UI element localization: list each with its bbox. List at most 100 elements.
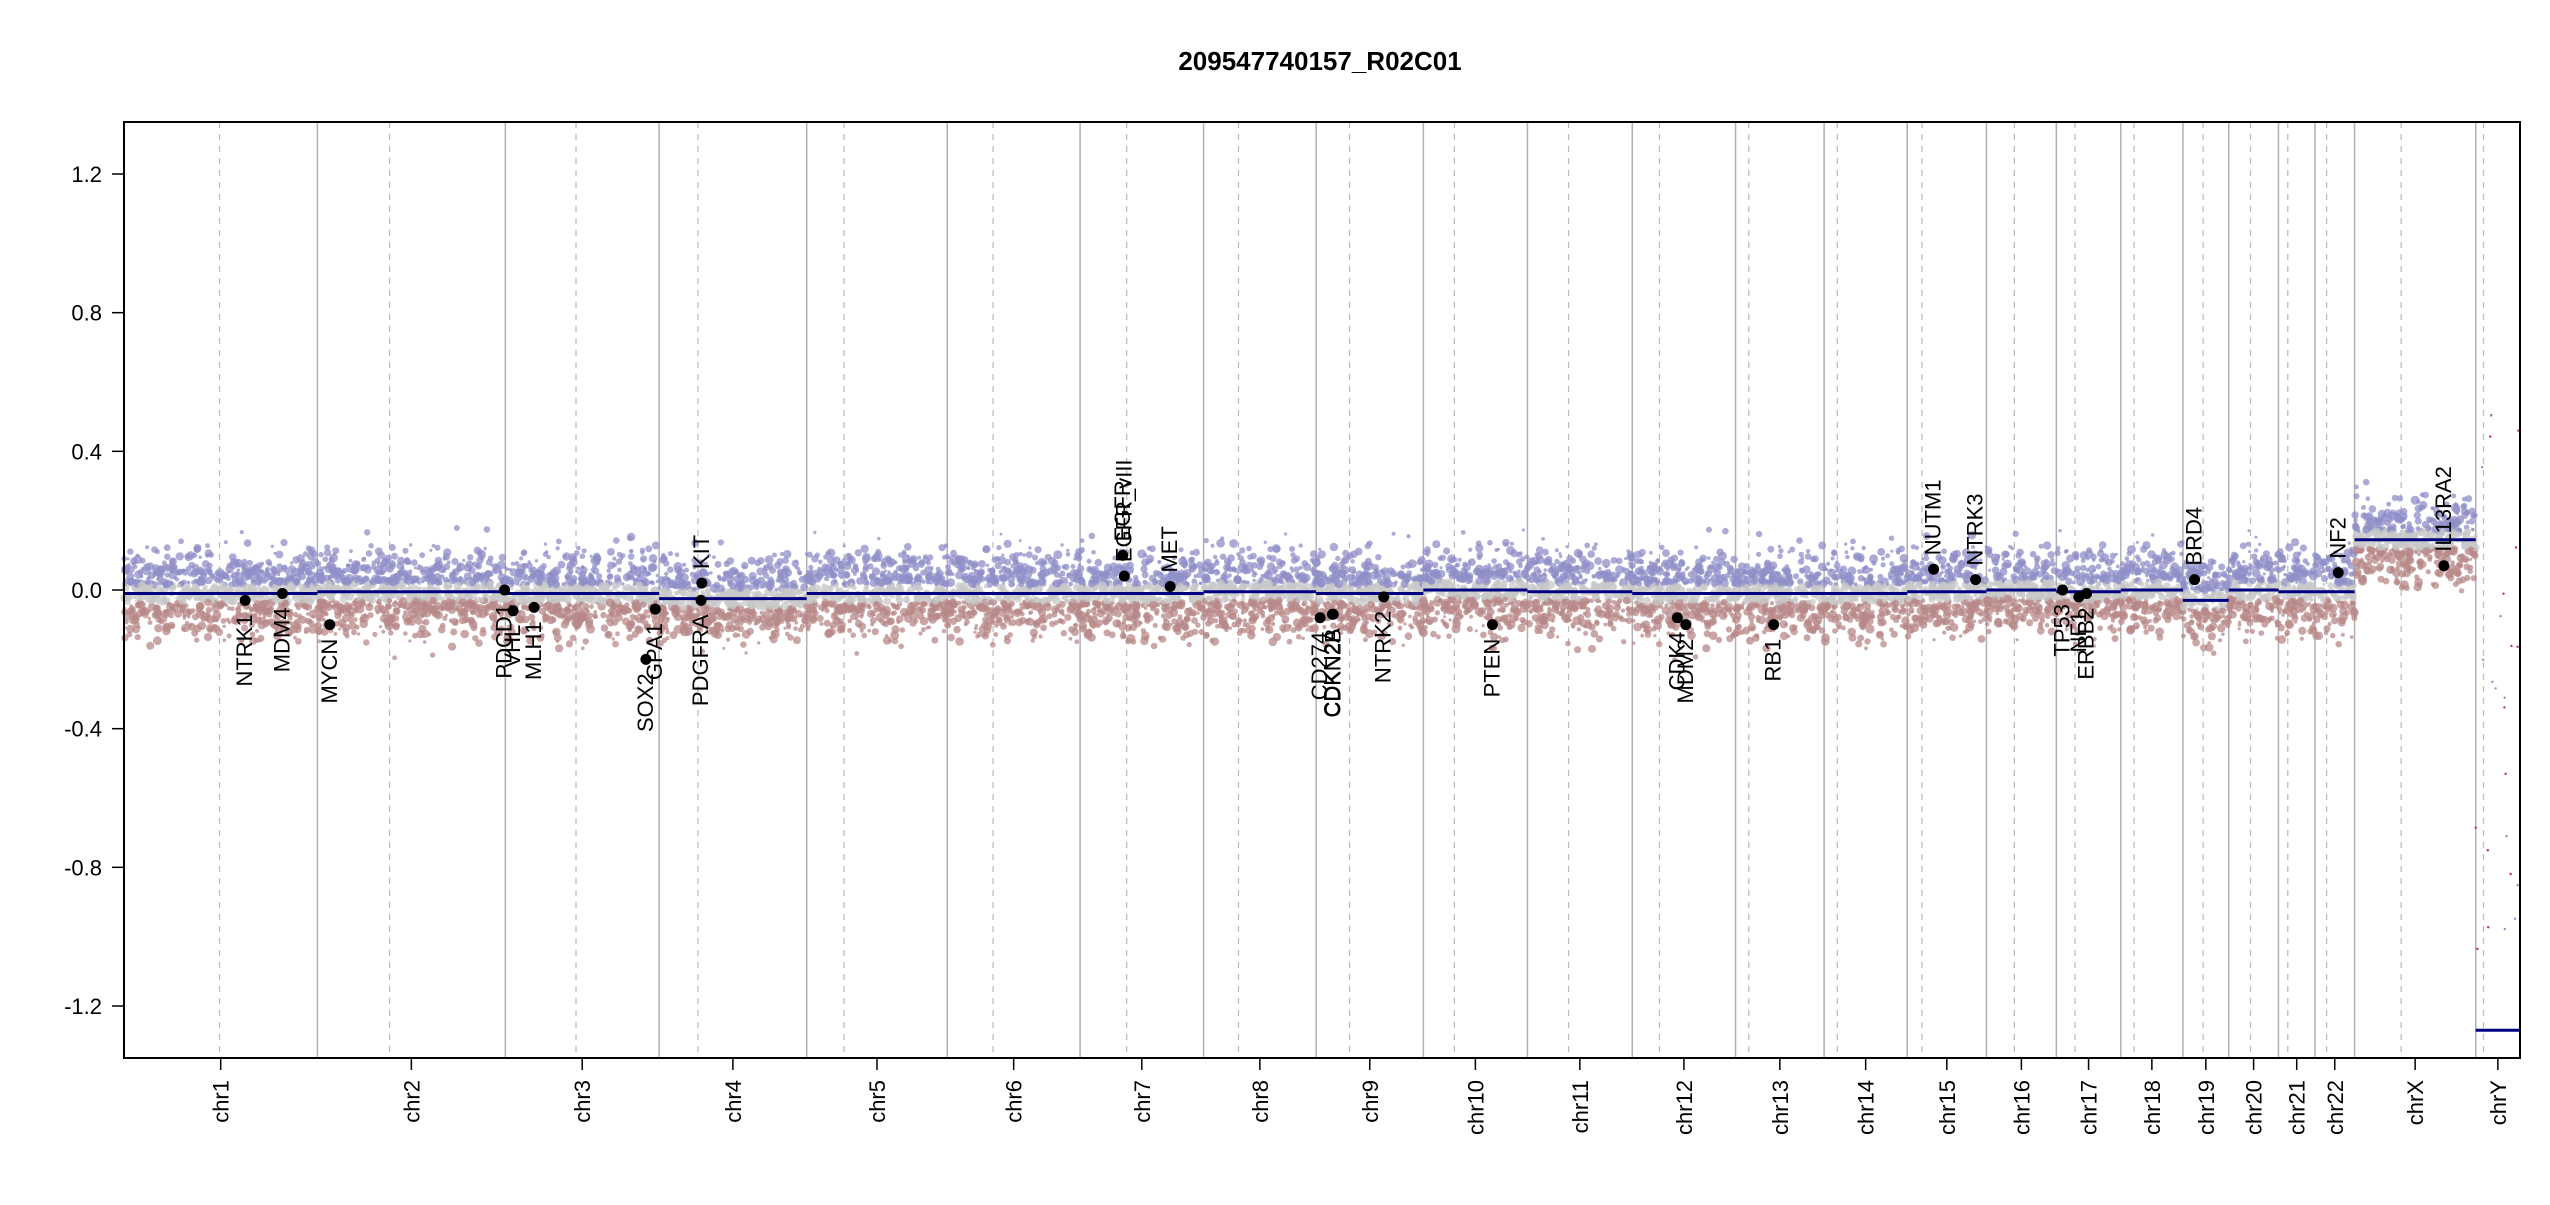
- probe-point: [197, 568, 204, 575]
- probe-point: [767, 602, 775, 610]
- probe-point: [1304, 579, 1307, 582]
- probe-point: [1025, 597, 1031, 603]
- probe-point: [1066, 605, 1074, 613]
- probe-point: [239, 580, 243, 584]
- probe-point: [964, 622, 968, 626]
- probe-point: [765, 555, 774, 564]
- probe-point: [1133, 575, 1138, 580]
- probe-point: [747, 628, 754, 635]
- probe-point: [1216, 539, 1225, 548]
- probe-point: [727, 580, 732, 585]
- probe-point: [668, 579, 677, 588]
- probe-point: [186, 551, 195, 560]
- probe-point: [1209, 638, 1214, 643]
- probe-point: [522, 563, 527, 568]
- probe-point: [1059, 619, 1063, 623]
- probe-point: [809, 569, 813, 573]
- probe-point: [515, 581, 519, 585]
- probe-point: [798, 627, 803, 632]
- probe-point: [170, 582, 174, 586]
- probe-point: [398, 569, 406, 577]
- probe-point: [668, 551, 673, 556]
- probe-point: [860, 571, 866, 577]
- probe-point: [1220, 596, 1227, 603]
- probe-point: [146, 642, 154, 650]
- probe-point: [1080, 538, 1085, 543]
- probe-point: [906, 596, 909, 599]
- probe-point: [849, 600, 852, 603]
- probe-point: [1267, 604, 1273, 610]
- probe-point: [626, 623, 633, 630]
- probe-point: [1207, 617, 1215, 625]
- probe-point: [598, 597, 606, 605]
- probe-point: [1026, 580, 1035, 589]
- probe-point: [542, 614, 549, 621]
- probe-point: [327, 561, 335, 569]
- probe-point: [1261, 627, 1265, 631]
- probe-point: [765, 581, 773, 589]
- probe-point: [974, 631, 977, 634]
- probe-point: [375, 558, 381, 564]
- probe-point: [183, 614, 186, 617]
- probe-point: [133, 621, 140, 628]
- probe-point: [961, 600, 965, 604]
- probe-point: [1000, 533, 1003, 536]
- probe-point: [640, 555, 647, 562]
- probe-point: [427, 571, 434, 578]
- probe-point: [676, 568, 685, 577]
- probe-point: [456, 566, 462, 572]
- probe-point: [829, 585, 835, 591]
- probe-point: [574, 550, 580, 556]
- probe-point: [1246, 562, 1254, 570]
- probe-point: [664, 590, 668, 594]
- probe-point: [1177, 595, 1182, 600]
- probe-point: [1074, 552, 1081, 559]
- probe-point: [759, 624, 766, 631]
- probe-point: [1004, 605, 1013, 614]
- probe-point: [1013, 559, 1018, 564]
- probe-point: [1172, 624, 1180, 632]
- probe-point: [519, 556, 523, 560]
- probe-point: [370, 597, 377, 604]
- probe-point: [921, 601, 927, 607]
- probe-point: [787, 634, 793, 640]
- probe-point: [1246, 546, 1252, 552]
- probe-point: [308, 572, 311, 575]
- probe-point: [793, 636, 801, 644]
- probe-point: [127, 548, 133, 554]
- probe-point: [1039, 571, 1043, 575]
- probe-point: [1142, 580, 1147, 585]
- probe-point: [688, 589, 691, 592]
- probe-point: [156, 610, 162, 616]
- probe-point: [1249, 594, 1253, 598]
- probe-point: [212, 600, 215, 603]
- probe-point: [474, 598, 477, 601]
- probe-point: [292, 556, 300, 564]
- probe-point: [842, 602, 848, 608]
- probe-point: [181, 588, 185, 592]
- probe-point: [161, 571, 165, 575]
- probe-point: [521, 585, 525, 589]
- probe-point: [222, 572, 227, 577]
- probe-point: [236, 560, 240, 564]
- probe-point: [258, 639, 262, 643]
- probe-point: [867, 629, 871, 633]
- probe-point: [249, 608, 254, 613]
- probe-point: [630, 564, 636, 570]
- probe-point: [861, 633, 867, 639]
- probe-point: [430, 652, 435, 657]
- probe-point: [955, 571, 963, 579]
- probe-point: [982, 632, 987, 637]
- probe-point: [806, 627, 811, 632]
- probe-point: [467, 554, 473, 560]
- probe-point: [930, 608, 934, 612]
- probe-point: [227, 585, 234, 592]
- probe-point: [781, 602, 789, 610]
- probe-point: [784, 611, 791, 618]
- probe-point: [1128, 608, 1132, 612]
- probe-point: [832, 613, 836, 617]
- probe-point: [154, 624, 162, 632]
- probe-point: [604, 631, 612, 639]
- probe-point: [843, 582, 846, 585]
- probe-point: [998, 574, 1006, 582]
